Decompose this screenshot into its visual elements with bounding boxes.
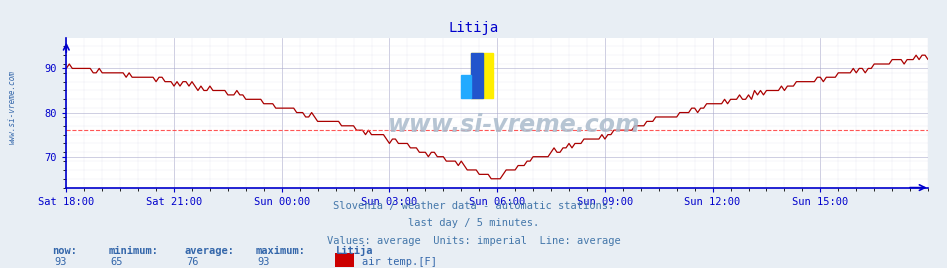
Text: Litija: Litija [448, 21, 499, 35]
Text: 76: 76 [187, 257, 199, 267]
Bar [472, 53, 483, 98]
Text: air temp.[F]: air temp.[F] [362, 257, 437, 267]
Text: average:: average: [185, 246, 235, 256]
Bar [461, 75, 472, 98]
Text: Values: average  Units: imperial  Line: average: Values: average Units: imperial Line: av… [327, 236, 620, 246]
Bar [472, 53, 492, 98]
Text: 93: 93 [54, 257, 66, 267]
Text: maximum:: maximum: [256, 246, 306, 256]
Text: 65: 65 [111, 257, 123, 267]
Text: 93: 93 [258, 257, 270, 267]
Text: www.si-vreme.com: www.si-vreme.com [8, 70, 17, 144]
Text: Litija: Litija [336, 245, 374, 256]
Text: www.si-vreme.com: www.si-vreme.com [388, 113, 641, 137]
Text: minimum:: minimum: [109, 246, 159, 256]
Text: now:: now: [52, 246, 77, 256]
Text: Slovenia / weather data - automatic stations.: Slovenia / weather data - automatic stat… [333, 201, 614, 211]
Text: last day / 5 minutes.: last day / 5 minutes. [408, 218, 539, 228]
